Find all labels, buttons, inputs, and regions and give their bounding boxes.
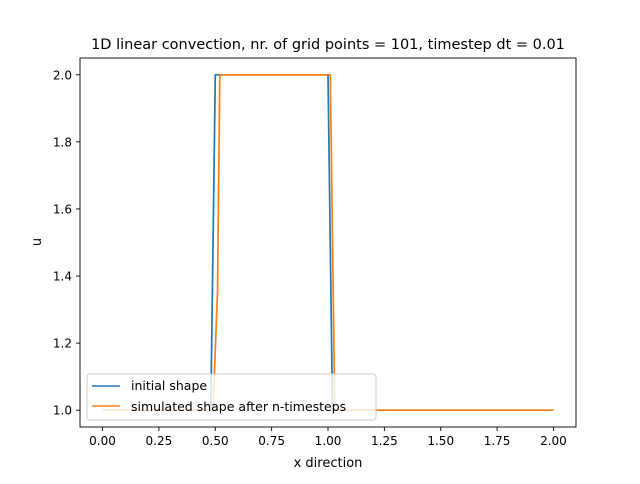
y-tick-label: 1.8 (53, 135, 72, 149)
x-tick-label: 0.25 (146, 434, 173, 448)
x-tick-label: 1.25 (371, 434, 398, 448)
y-tick-label: 1.6 (53, 202, 72, 216)
y-axis-label: u (30, 238, 45, 246)
y-tick-label: 1.4 (53, 270, 72, 284)
x-tick-label: 2.00 (540, 434, 567, 448)
legend-label-initial-shape: initial shape (131, 378, 207, 393)
y-tick-label: 1.0 (53, 404, 72, 418)
y-axis: 1.0 1.2 1.4 1.6 1.8 2.0 (53, 68, 80, 418)
x-tick-label: 1.50 (427, 434, 454, 448)
x-axis-label: x direction (294, 456, 363, 471)
x-tick-label: 1.00 (315, 434, 342, 448)
x-tick-label: 0.00 (89, 434, 116, 448)
x-tick-label: 0.75 (258, 434, 285, 448)
legend-label-simulated-shape: simulated shape after n-timesteps (131, 399, 346, 414)
legend-box (86, 373, 377, 421)
y-tick-label: 1.2 (53, 337, 72, 351)
x-axis: 0.00 0.25 0.50 0.75 1.00 1.25 1.50 1.75 2.00 (89, 427, 567, 448)
x-tick-label: 1.75 (484, 434, 511, 448)
x-tick-label: 0.50 (202, 434, 229, 448)
legend: initial shape simulated shape after n-ti… (86, 373, 377, 421)
y-tick-label: 2.0 (53, 68, 72, 82)
chart-title: 1D linear convection, nr. of grid points… (91, 37, 565, 53)
